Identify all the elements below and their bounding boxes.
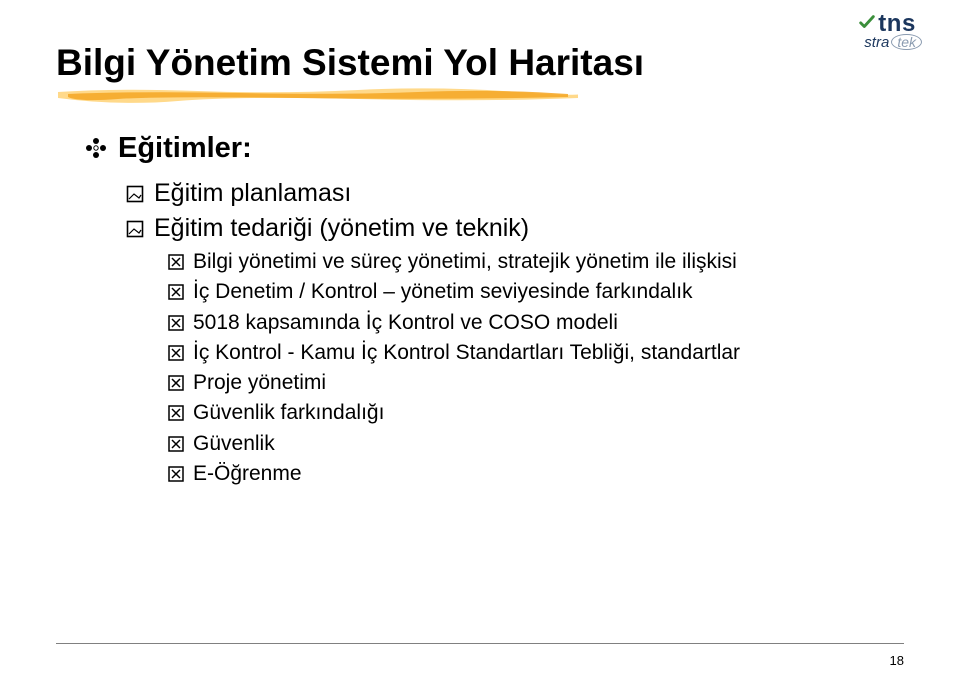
- logo: tns stra tek: [858, 12, 922, 50]
- l1-heading: Eğitimler:: [118, 132, 252, 165]
- list-item-l3: Güvenlik: [168, 431, 904, 457]
- square-bullet-icon: [126, 220, 144, 238]
- check-icon: [858, 13, 876, 31]
- content: Eğitimler: Eğitim planlaması Eğitim teda…: [84, 132, 904, 487]
- flower-bullet-icon: [84, 136, 108, 160]
- square-x-bullet-icon: [168, 254, 184, 270]
- logo-stratek: stra tek: [864, 34, 922, 50]
- page-number: 18: [890, 653, 904, 668]
- l3-text: İç Kontrol - Kamu İç Kontrol Standartlar…: [193, 340, 740, 366]
- list-item-l1: Eğitimler:: [84, 132, 904, 165]
- list-item-l2: Eğitim tedariği (yönetim ve teknik): [126, 214, 904, 243]
- square-x-bullet-icon: [168, 466, 184, 482]
- square-bullet-icon: [126, 185, 144, 203]
- l2-text: Eğitim planlaması: [154, 179, 351, 208]
- list-item-l3: 5018 kapsamında İç Kontrol ve COSO model…: [168, 310, 904, 336]
- l3-text: İç Denetim / Kontrol – yönetim seviyesin…: [193, 279, 693, 305]
- logo-stra: stra: [864, 35, 889, 50]
- title-underline: [58, 86, 904, 104]
- square-x-bullet-icon: [168, 315, 184, 331]
- square-x-bullet-icon: [168, 405, 184, 421]
- square-x-bullet-icon: [168, 375, 184, 391]
- footer-divider: [56, 643, 904, 644]
- list-item-l3: Güvenlik farkındalığı: [168, 400, 904, 426]
- l3-text: 5018 kapsamında İç Kontrol ve COSO model…: [193, 310, 618, 336]
- square-x-bullet-icon: [168, 345, 184, 361]
- l3-text: Güvenlik: [193, 431, 275, 457]
- list-item-l3: İç Denetim / Kontrol – yönetim seviyesin…: [168, 279, 904, 305]
- logo-tns: tns: [878, 12, 916, 36]
- list-item-l3: Proje yönetimi: [168, 370, 904, 396]
- list-item-l3: E-Öğrenme: [168, 461, 904, 487]
- l3-text: Proje yönetimi: [193, 370, 326, 396]
- l2-text: Eğitim tedariği (yönetim ve teknik): [154, 214, 529, 243]
- l3-text: Bilgi yönetimi ve süreç yönetimi, strate…: [193, 249, 737, 275]
- l3-text: E-Öğrenme: [193, 461, 302, 487]
- list-item-l3: Bilgi yönetimi ve süreç yönetimi, strate…: [168, 249, 904, 275]
- l3-text: Güvenlik farkındalığı: [193, 400, 384, 426]
- slide: tns stra tek Bilgi Yönetim Sistemi Yol H…: [0, 0, 960, 686]
- square-x-bullet-icon: [168, 284, 184, 300]
- list-item-l3: İç Kontrol - Kamu İç Kontrol Standartlar…: [168, 340, 904, 366]
- square-x-bullet-icon: [168, 436, 184, 452]
- logo-tek: tek: [891, 34, 922, 50]
- page-title: Bilgi Yönetim Sistemi Yol Haritası: [56, 42, 904, 84]
- list-item-l2: Eğitim planlaması: [126, 179, 904, 208]
- logo-top-row: tns: [858, 12, 922, 36]
